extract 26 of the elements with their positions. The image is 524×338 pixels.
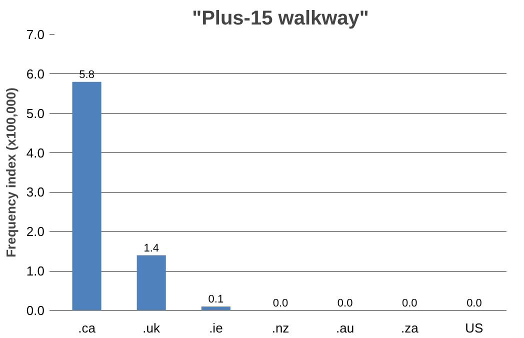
y-tick-label: 0.0	[26, 303, 45, 318]
data-label: 0.0	[272, 298, 288, 310]
data-label: 1.4	[144, 242, 160, 254]
chart-title: "Plus-15 walkway"	[192, 8, 369, 30]
y-tick-label: 6.0	[26, 66, 45, 82]
x-tick-label: .uk	[142, 320, 161, 336]
data-label: 0.0	[466, 298, 482, 310]
x-tick-label: .nz	[272, 320, 290, 336]
y-tick-label: 7.0	[26, 27, 45, 42]
y-tick-label: 2.0	[26, 224, 45, 240]
y-axis-title: Frequency index (x100,000)	[3, 88, 18, 258]
y-tick-label: 4.0	[26, 145, 45, 160]
bar	[136, 255, 166, 310]
x-tick-label: .ca	[78, 320, 96, 336]
y-tick-label: 5.0	[26, 106, 45, 121]
x-tick-label: .au	[336, 320, 354, 336]
x-tick-label: .ie	[209, 320, 223, 336]
x-tick-label: .za	[400, 320, 420, 336]
data-label: 0.0	[402, 298, 418, 310]
data-label: 0.0	[337, 298, 353, 310]
x-tick-label: US	[465, 320, 484, 336]
bar	[72, 82, 102, 310]
y-tick-label: 3.0	[26, 184, 45, 200]
data-label: 5.8	[79, 68, 94, 81]
y-tick-label: 1.0	[26, 264, 45, 279]
data-label: 0.1	[208, 294, 224, 306]
